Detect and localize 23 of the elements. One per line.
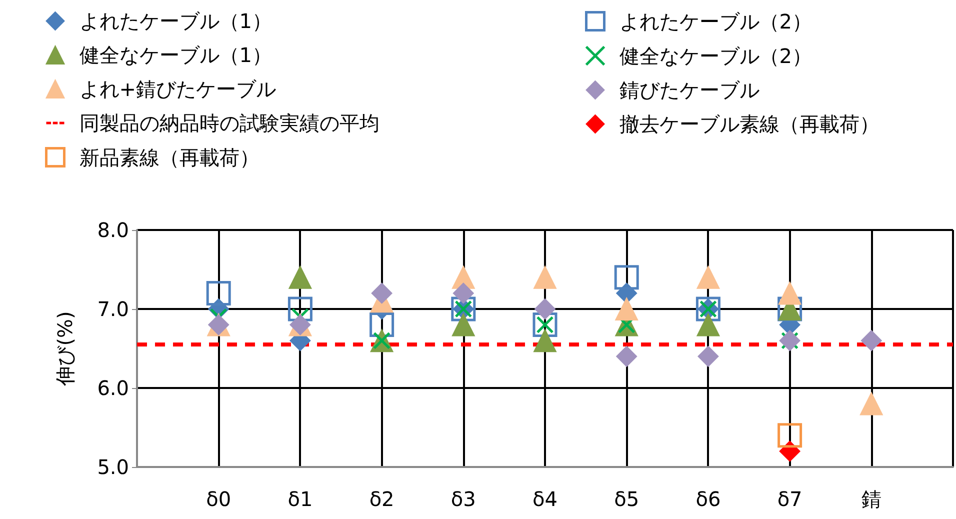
y-axis-title: 伸び(%) (53, 311, 77, 387)
x-tick-label: δ3 (450, 487, 476, 511)
legend-label: 健全なケーブル（2） (619, 44, 812, 68)
x-tick-label: δ1 (288, 487, 313, 511)
x-tick-label: δ5 (614, 487, 640, 511)
legend-label: よれたケーブル（1） (79, 9, 272, 33)
x-tick-label: δ2 (369, 487, 394, 511)
legend-label: 同製品の納品時の試験実績の平均 (79, 111, 380, 135)
legend-label: 健全なケーブル（1） (79, 43, 272, 67)
legend-label: よれたケーブル（2） (619, 9, 812, 34)
x-tick-label: 錆 (861, 487, 882, 511)
legend-label: よれ+錆びたケーブル (79, 77, 276, 101)
y-tick-label: 5.0 (97, 455, 129, 479)
legend-label: 錆びたケーブル (619, 78, 760, 102)
x-tick-label: δ6 (696, 487, 721, 511)
x-tick-label: δ7 (777, 487, 802, 511)
x-tick-label: δ0 (206, 487, 232, 511)
legend-label: 新品素線（再載荷） (79, 145, 260, 170)
y-tick-label: 8.0 (97, 218, 129, 242)
y-tick-label: 7.0 (97, 297, 129, 321)
x-tick-label: δ4 (532, 487, 558, 511)
legend-label: 撤去ケーブル素線（再載荷） (619, 112, 880, 136)
y-tick-label: 6.0 (97, 376, 129, 400)
